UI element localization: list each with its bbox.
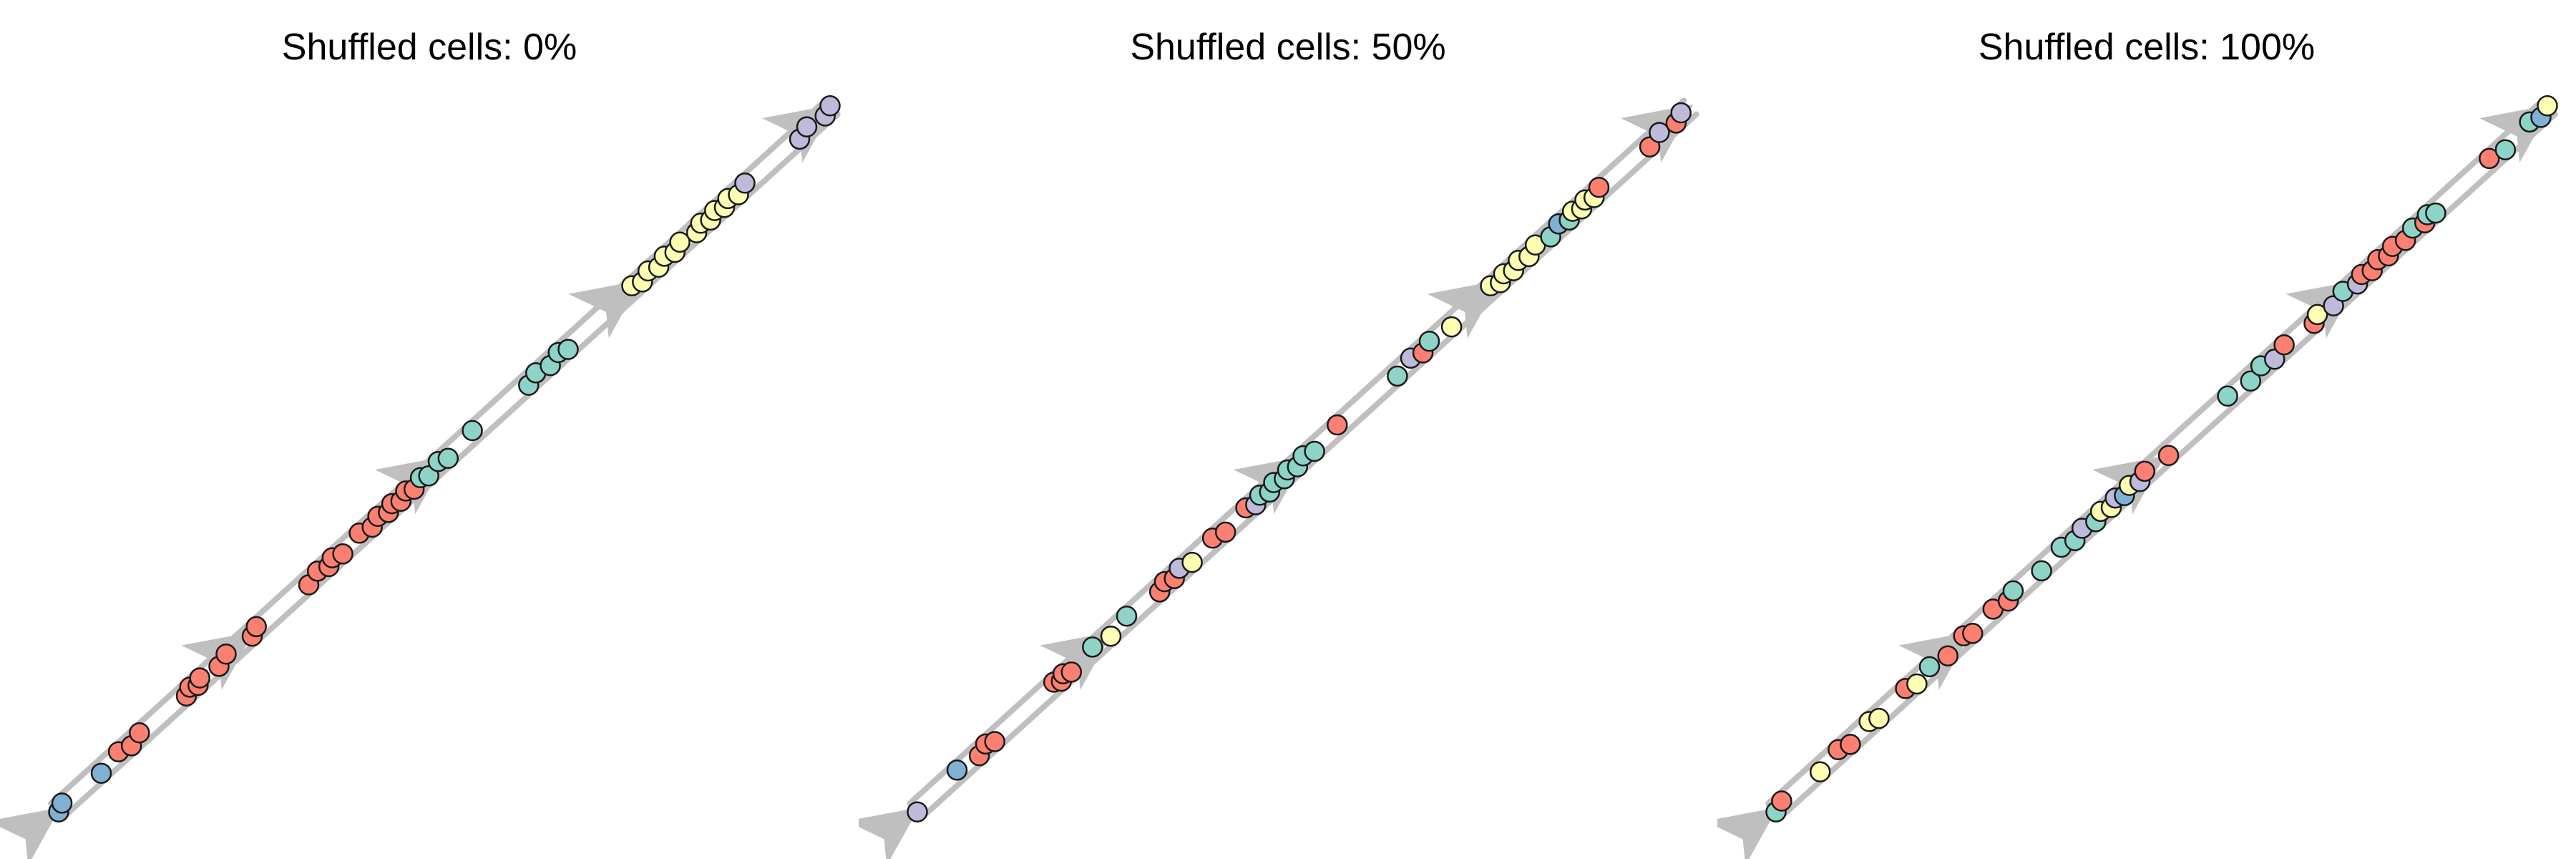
cell-point xyxy=(2264,349,2285,370)
cell-point xyxy=(1962,623,1984,644)
cell-point xyxy=(1649,122,1670,143)
cell-point xyxy=(2031,560,2052,582)
trajectory-plot xyxy=(1717,95,2558,859)
cell-point xyxy=(1214,521,1236,543)
trajectory-plot xyxy=(859,97,1699,859)
cell-point xyxy=(1771,790,1792,812)
cell-point xyxy=(1304,440,1325,462)
cell-point xyxy=(1116,605,1138,627)
cell-point xyxy=(462,419,483,442)
cell-point xyxy=(2479,147,2500,170)
cell-point xyxy=(1918,656,1941,678)
cell-point xyxy=(2217,385,2238,407)
milestone-arrow xyxy=(859,807,919,859)
cell-point xyxy=(907,801,928,822)
cell-point xyxy=(796,116,818,137)
trajectory-edge xyxy=(919,111,1699,820)
cell-point xyxy=(1327,414,1348,436)
cell-point xyxy=(669,231,691,253)
cell-point xyxy=(1100,625,1122,647)
cell-point xyxy=(1868,707,1890,729)
panel-title: Shuffled cells: 100% xyxy=(1978,26,2316,68)
cell-point xyxy=(2134,460,2156,482)
cell-point xyxy=(984,731,1005,752)
cell-point xyxy=(2002,580,2024,602)
cell-point xyxy=(2537,95,2558,117)
panel-title: Shuffled cells: 0% xyxy=(281,26,577,68)
cell-point xyxy=(2240,370,2262,392)
cell-point xyxy=(189,667,210,689)
panel-shuffled-50: Shuffled cells: 50% xyxy=(859,0,1717,859)
cell-point xyxy=(1387,365,1408,387)
cell-point xyxy=(51,792,73,814)
cell-point xyxy=(1440,316,1463,338)
cell-point xyxy=(245,616,267,638)
cell-point xyxy=(332,543,353,565)
cell-point xyxy=(1418,330,1440,352)
cell-point xyxy=(734,173,756,194)
cell-point xyxy=(1639,136,1661,157)
cell-point xyxy=(557,339,579,360)
cell-point xyxy=(129,722,150,744)
cell-point xyxy=(1181,551,1203,573)
cell-point xyxy=(946,759,968,781)
cell-point xyxy=(1937,645,1958,666)
cell-point xyxy=(1060,661,1083,683)
cell-point xyxy=(2157,445,2180,467)
panel-title: Shuffled cells: 50% xyxy=(1130,26,1446,68)
milestone-arrow xyxy=(568,280,641,339)
panel-shuffled-100: Shuffled cells: 100% xyxy=(1717,0,2576,859)
trajectory-plot xyxy=(0,95,841,859)
cell-point xyxy=(1670,102,1692,124)
cell-point xyxy=(2306,304,2328,326)
milestone-arrow xyxy=(1717,807,1778,859)
cell-point xyxy=(2494,139,2517,160)
cell-point xyxy=(90,762,112,784)
cell-point xyxy=(1809,761,1831,782)
cell-point xyxy=(2425,202,2446,224)
milestone-arrow xyxy=(0,807,61,859)
cell-point xyxy=(418,465,439,487)
cell-point xyxy=(2323,295,2344,316)
cell-point xyxy=(1840,734,1861,755)
cell-point xyxy=(437,447,459,470)
cell-point xyxy=(215,643,237,665)
cell-point xyxy=(1588,176,1610,198)
cell-point xyxy=(1082,636,1103,658)
cell-point xyxy=(819,95,841,117)
panel-shuffled-0: Shuffled cells: 0% xyxy=(0,0,859,859)
milestone-arrow xyxy=(1427,280,1500,339)
cell-point xyxy=(1906,673,1928,695)
cell-point xyxy=(2273,334,2295,356)
